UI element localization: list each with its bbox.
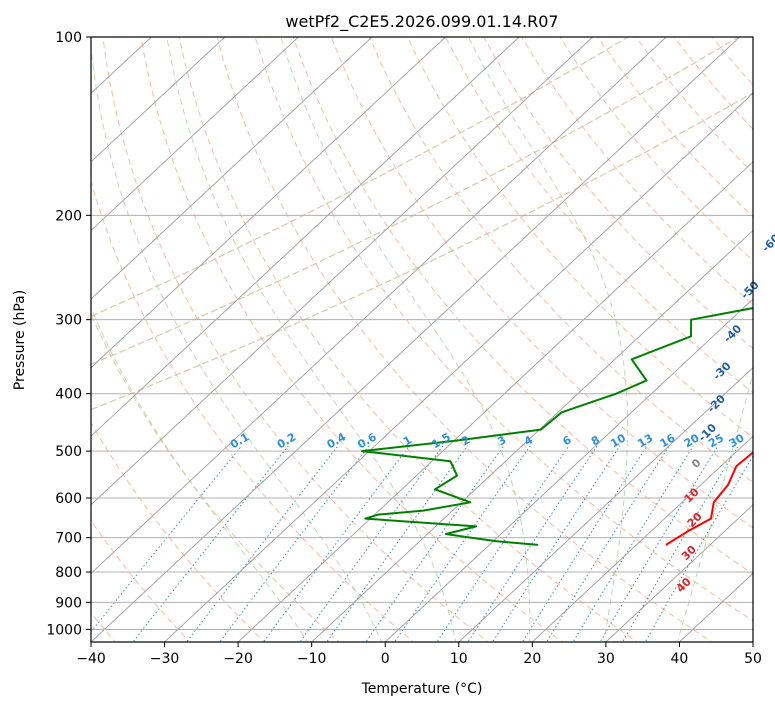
mixing-ratio-line [492, 445, 621, 642]
isotherm [237, 161, 753, 642]
isotherm [311, 229, 753, 642]
series-lines [360, 307, 753, 546]
dry-adiabat [292, 37, 753, 575]
mixing-ratio-line [622, 445, 739, 642]
dry-adiabat [178, 37, 639, 642]
y-tick-label: 500 [55, 444, 82, 460]
x-tick-label: −20 [223, 651, 253, 667]
dry-adiabat [140, 37, 564, 642]
y-axis: 100 200 300 400 500 600 700 800 900 1000 [46, 30, 91, 638]
dewpoint-line [360, 307, 753, 546]
x-axis-label: Temperature (°C) [361, 681, 483, 697]
y-tick-label: 100 [55, 30, 82, 46]
dry-adiabat [483, 37, 753, 350]
dry-adiabat [368, 37, 753, 483]
isotherm [91, 37, 447, 369]
plot-frame [90, 36, 754, 643]
mixing-ratio-line [572, 445, 694, 642]
x-tick-label: −30 [150, 651, 180, 667]
temperature-line [665, 451, 753, 546]
x-tick-label: −10 [297, 651, 327, 667]
y-tick-label: 800 [55, 565, 82, 581]
mixing-ratio-line [521, 445, 648, 642]
isotherm [91, 37, 520, 437]
y-tick-label: 200 [55, 208, 82, 224]
dry-adiabat [216, 37, 713, 642]
dry-adiabats [91, 37, 753, 642]
isotherm [384, 298, 753, 642]
moist-adiabat [280, 37, 531, 642]
x-tick-label: 40 [671, 651, 689, 667]
chart-title: wetPf2_C2E5.2026.099.01.14.R07 [285, 12, 558, 32]
x-tick-label: 50 [744, 651, 762, 667]
mixing-ratio-line [262, 445, 410, 642]
isotherm [163, 92, 753, 642]
isotherm [91, 37, 373, 300]
mixing-ratio-line [599, 445, 719, 642]
isotherm [91, 37, 667, 574]
y-tick-label: 700 [55, 531, 82, 547]
moist-adiabat [467, 37, 629, 642]
y-tick-label: 600 [55, 491, 82, 507]
isotherm [91, 37, 741, 642]
mixing-ratio-lines [91, 445, 753, 642]
x-tick-label: 10 [450, 651, 468, 667]
x-tick-label: −40 [76, 651, 106, 667]
dry-adiabat [254, 37, 753, 622]
x-tick-label: 0 [381, 651, 390, 667]
y-tick-label: 400 [55, 387, 82, 403]
isotherms [91, 37, 753, 642]
y-tick-label: 300 [55, 313, 82, 329]
moist-adiabat [166, 37, 457, 642]
x-axis: −40 −30 −20 −10 0 10 20 30 40 50 [76, 642, 762, 667]
isotherm [605, 504, 753, 642]
dry-adiabat [406, 37, 753, 438]
dry-adiabat [330, 37, 753, 529]
mixing-ratio-line [91, 445, 242, 633]
mixing-ratio-line [394, 445, 531, 642]
mixing-ratio-line [219, 445, 370, 642]
y-axis-label: Pressure (hPa) [12, 290, 28, 390]
mixing-ratio-line [299, 445, 444, 642]
isotherm [91, 37, 300, 232]
pressure-gridlines [91, 37, 753, 630]
isotherm [91, 37, 226, 163]
dry-adiabat [521, 37, 753, 306]
dry-adiabat [444, 37, 753, 394]
moist-adiabat [91, 306, 309, 642]
x-tick-label: 30 [597, 651, 615, 667]
mixing-ratio-line [436, 445, 570, 642]
isotherm [531, 435, 753, 642]
x-tick-label: 20 [523, 651, 541, 667]
isotherm [91, 37, 594, 506]
mixing-ratio-line [365, 445, 505, 642]
moist-adiabat [676, 371, 753, 642]
y-tick-label: 900 [55, 595, 82, 611]
moist-adiabats [91, 37, 753, 642]
y-tick-label: 1000 [46, 622, 82, 638]
mixing-ratio-line [546, 445, 670, 642]
dry-adiabat [102, 37, 489, 642]
isotherm [458, 367, 753, 642]
plot-area [91, 37, 753, 642]
mixing-ratio-line [185, 445, 339, 642]
